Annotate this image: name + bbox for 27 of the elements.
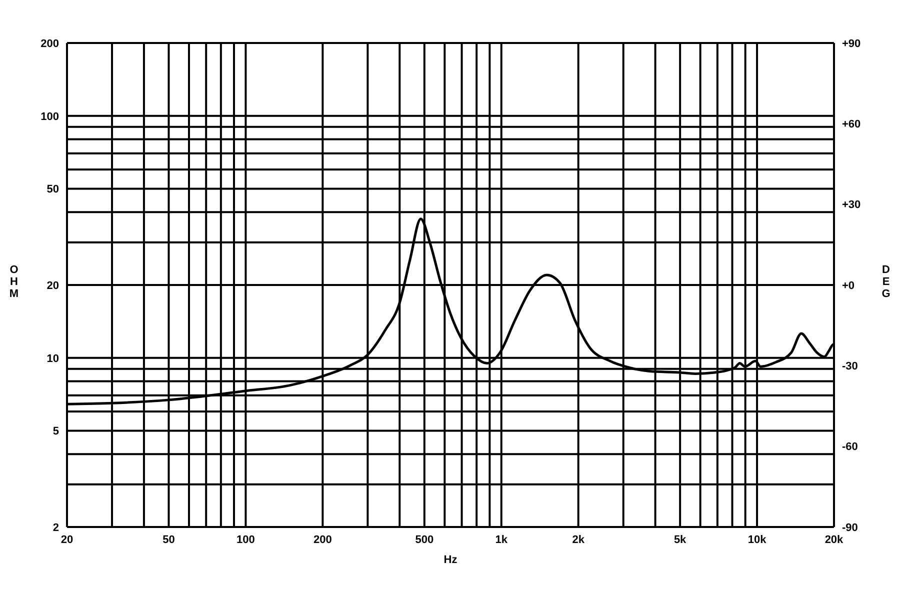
x-axis-title: Hz (444, 554, 458, 566)
y-tick-label: 2 (52, 522, 59, 534)
y2-tick-label: -30 (842, 360, 858, 373)
y2-tick-label: +30 (842, 199, 861, 212)
y2-tick-label: -90 (842, 522, 858, 534)
x-tick-label: 50 (162, 534, 175, 546)
y-tick-label: 200 (40, 38, 59, 50)
y2-tick-label: +60 (842, 118, 861, 131)
y-tick-label: 5 (52, 426, 59, 438)
y-tick-label: 100 (40, 110, 59, 123)
y-tick-label: 20 (46, 280, 59, 292)
x-tick-label: 200 (313, 534, 332, 546)
x-tick-label: 100 (236, 534, 255, 546)
y2-axis-title: DEG (882, 264, 890, 300)
y-tick-label: 10 (46, 352, 59, 365)
y2-tick-label: +0 (842, 280, 855, 292)
y2-tick-label: -60 (842, 441, 858, 454)
y-axis-title: OHM (9, 264, 19, 300)
y2-tick-label: +90 (842, 38, 861, 50)
x-tick-label: 2k (572, 534, 586, 546)
x-tick-label: 5k (674, 534, 688, 546)
x-tick-label: 10k (748, 534, 768, 546)
x-tick-label: 20k (824, 534, 844, 546)
x-tick-label: 1k (495, 534, 508, 546)
x-tick-label: 20 (60, 534, 74, 546)
x-tick-label: 500 (415, 534, 434, 546)
y-tick-label: 50 (46, 184, 59, 196)
